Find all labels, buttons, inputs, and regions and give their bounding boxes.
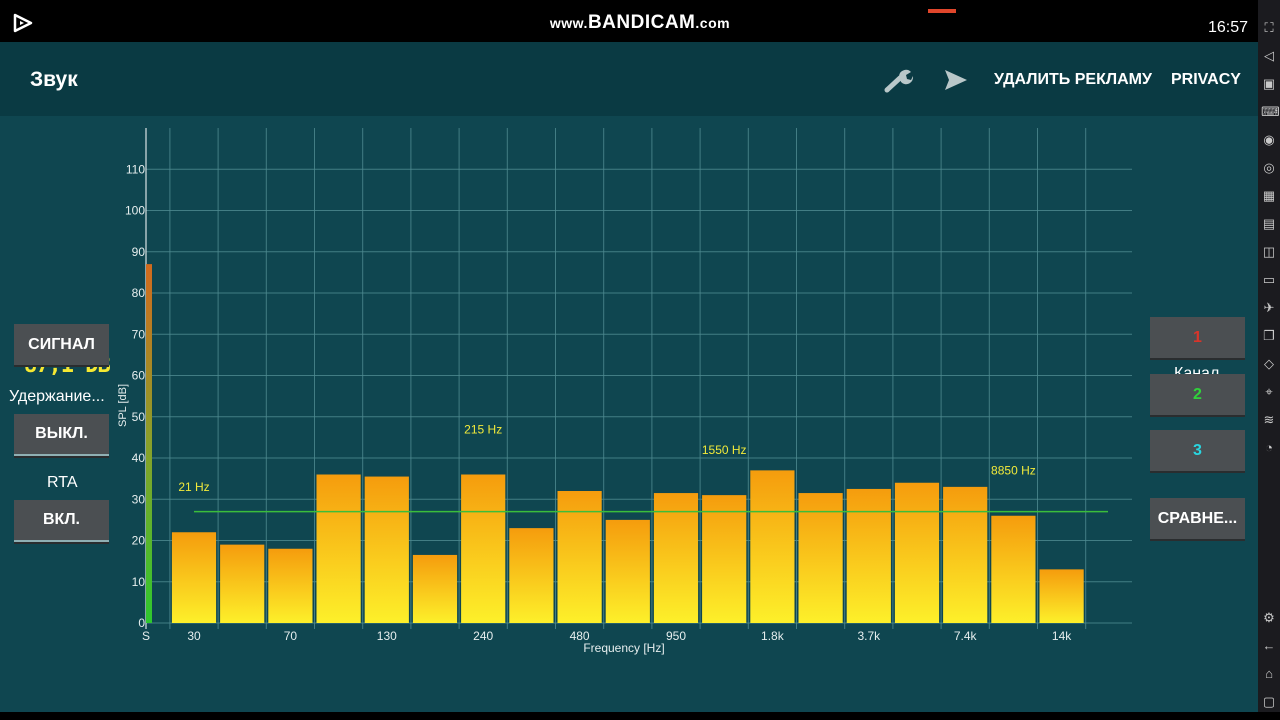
x-tick-label: 14k — [1052, 629, 1072, 643]
wrench-icon[interactable] — [883, 66, 915, 94]
peak-annotation: 8850 Hz — [991, 464, 1036, 478]
x-tick-label: 3.7k — [857, 629, 881, 643]
x-tick-label: 30 — [187, 629, 201, 643]
y-tick-label: 70 — [132, 327, 146, 341]
screen-recorder-bar: www.BANDICAM.com 16:57 — [0, 0, 1258, 42]
sound-app: Звук УДАЛИТЬ РЕКЛАМУ PRIVACY 0 10 20 30 40 50… — [0, 42, 1258, 712]
channel-2-button[interactable]: 2 — [1150, 374, 1245, 415]
clock: 16:57 — [1207, 19, 1248, 36]
spectrum-bar — [798, 493, 843, 623]
x-tick-label: 240 — [473, 629, 493, 643]
peak-annotation: 215 Hz — [464, 422, 502, 436]
y-tick-label: 100 — [125, 204, 145, 218]
home-icon[interactable]: ⌂ — [1265, 666, 1273, 681]
bottom-strip — [0, 712, 1280, 720]
keyboard-icon[interactable]: ⌨ — [1261, 104, 1280, 119]
y-tick-label: 30 — [132, 492, 146, 506]
send-icon[interactable] — [943, 68, 969, 92]
y-tick-label: 90 — [132, 245, 146, 259]
emulator-sidebar: ⛶ ◁ ▣ ⌨ ◉ ◎ ▦ ▤ ◫ ▭ ✈ ❐ ◇ ⌖ ≋ ◔ ⚙ ← ⌂ ▢ — [1258, 0, 1280, 720]
y-tick-label: 50 — [132, 410, 146, 424]
y-tick-label: 10 — [132, 575, 146, 589]
x-tick-label: 70 — [284, 629, 298, 643]
layers-icon[interactable]: ≋ — [1263, 412, 1275, 427]
level-meter — [146, 264, 152, 623]
recording-indicator — [928, 9, 956, 13]
hold-toggle-button[interactable]: ВЫКЛ. — [14, 414, 109, 456]
back-icon[interactable]: ← — [1262, 638, 1276, 653]
x-tick-label: 7.4k — [954, 629, 978, 643]
y-tick-label: 20 — [132, 534, 146, 548]
gamepad-icon[interactable]: ▦ — [1262, 188, 1276, 203]
spectrum-bar — [750, 470, 795, 623]
settings-icon[interactable]: ⚙ — [1263, 610, 1275, 625]
y-tick-label: 60 — [132, 369, 146, 383]
spectrum-bar — [991, 515, 1036, 623]
y-tick-label: 0 — [138, 616, 145, 630]
privacy-button[interactable]: PRIVACY — [1171, 71, 1241, 88]
x-tick-label: S — [142, 629, 150, 643]
play-icon[interactable] — [12, 13, 34, 33]
spectrum-bar — [461, 474, 506, 623]
channel-3-button[interactable]: 3 — [1150, 430, 1245, 471]
peak-annotation: 21 Hz — [178, 480, 209, 494]
spectrum-bar — [509, 528, 554, 623]
channel-1-button[interactable]: 1 — [1150, 317, 1245, 358]
spectrum-bar — [702, 495, 747, 623]
spectrum-bar — [316, 474, 361, 623]
volume-icon[interactable]: ◁ — [1264, 48, 1274, 63]
spectrum-bar — [653, 493, 699, 623]
spectrum-bar — [1039, 569, 1084, 623]
record-icon[interactable]: ◉ — [1263, 132, 1275, 147]
y-tick-label: 40 — [132, 451, 146, 465]
screenshot-icon[interactable]: ◫ — [1262, 244, 1276, 259]
multi-instance-icon[interactable]: ❐ — [1263, 328, 1275, 343]
app-bar: Звук УДАЛИТЬ РЕКЛАМУ PRIVACY — [0, 42, 1258, 116]
x-tick-label: 1.8k — [761, 629, 785, 643]
watermark-suffix: .com — [695, 15, 731, 31]
speed-icon[interactable]: ◔ — [1265, 440, 1273, 455]
x-tick-label: 950 — [666, 629, 686, 643]
signal-button[interactable]: СИГНАЛ — [14, 324, 109, 365]
spectrum-bar — [943, 486, 988, 623]
spectrum-bar — [605, 519, 650, 623]
airplane-icon[interactable]: ✈ — [1263, 300, 1275, 315]
spectrum-bar — [557, 491, 602, 623]
fullscreen-icon[interactable]: ⛶ — [1264, 20, 1274, 35]
folder-icon[interactable]: ▭ — [1262, 272, 1276, 287]
spectrum-bar — [171, 532, 217, 623]
watermark-prefix: www. — [549, 15, 588, 31]
rta-label: RTA — [47, 474, 78, 491]
x-tick-label: 480 — [570, 629, 590, 643]
spectrum-bar — [894, 482, 940, 623]
spectrum-chart: 0 10 20 30 40 50 60 70 80 90 100 110 SPL [dB] S 30 70 13… — [117, 128, 1132, 655]
recent-apps-icon[interactable]: ▢ — [1262, 694, 1276, 709]
watermark: www.BANDICAM.com — [0, 12, 1280, 34]
spectrum-bar — [364, 476, 409, 623]
location-icon[interactable]: ⌖ — [1265, 384, 1273, 399]
fps-icon[interactable]: ▤ — [1262, 216, 1276, 231]
y-tick-label: 80 — [132, 286, 146, 300]
spectrum-bar — [268, 548, 313, 623]
spectrum-bar — [846, 488, 891, 623]
x-axis-label: Frequency [Hz] — [583, 641, 664, 655]
watermark-main: BANDICAM — [587, 12, 696, 33]
erase-icon[interactable]: ◇ — [1264, 356, 1274, 371]
plot-area: 0 10 20 30 40 50 60 70 80 90 100 110 SPL [dB] S 30 70 13… — [0, 116, 1258, 712]
y-axis-label: SPL [dB] — [117, 384, 129, 427]
apk-icon[interactable]: ▣ — [1262, 76, 1276, 91]
macro-icon[interactable]: ◎ — [1263, 160, 1275, 175]
compare-button[interactable]: СРАВНЕ... — [1150, 498, 1245, 539]
rta-toggle-button[interactable]: ВКЛ. — [14, 500, 109, 542]
peak-annotation: 1550 Hz — [702, 443, 747, 457]
y-tick-label: 110 — [126, 162, 145, 176]
spectrum-bar — [220, 544, 265, 623]
x-tick-label: 130 — [377, 629, 397, 643]
hold-label: Удержание... — [9, 388, 105, 405]
app-title: Звук — [30, 68, 78, 91]
spectrum-bar — [412, 554, 458, 623]
remove-ads-button[interactable]: УДАЛИТЬ РЕКЛАМУ — [994, 71, 1152, 88]
